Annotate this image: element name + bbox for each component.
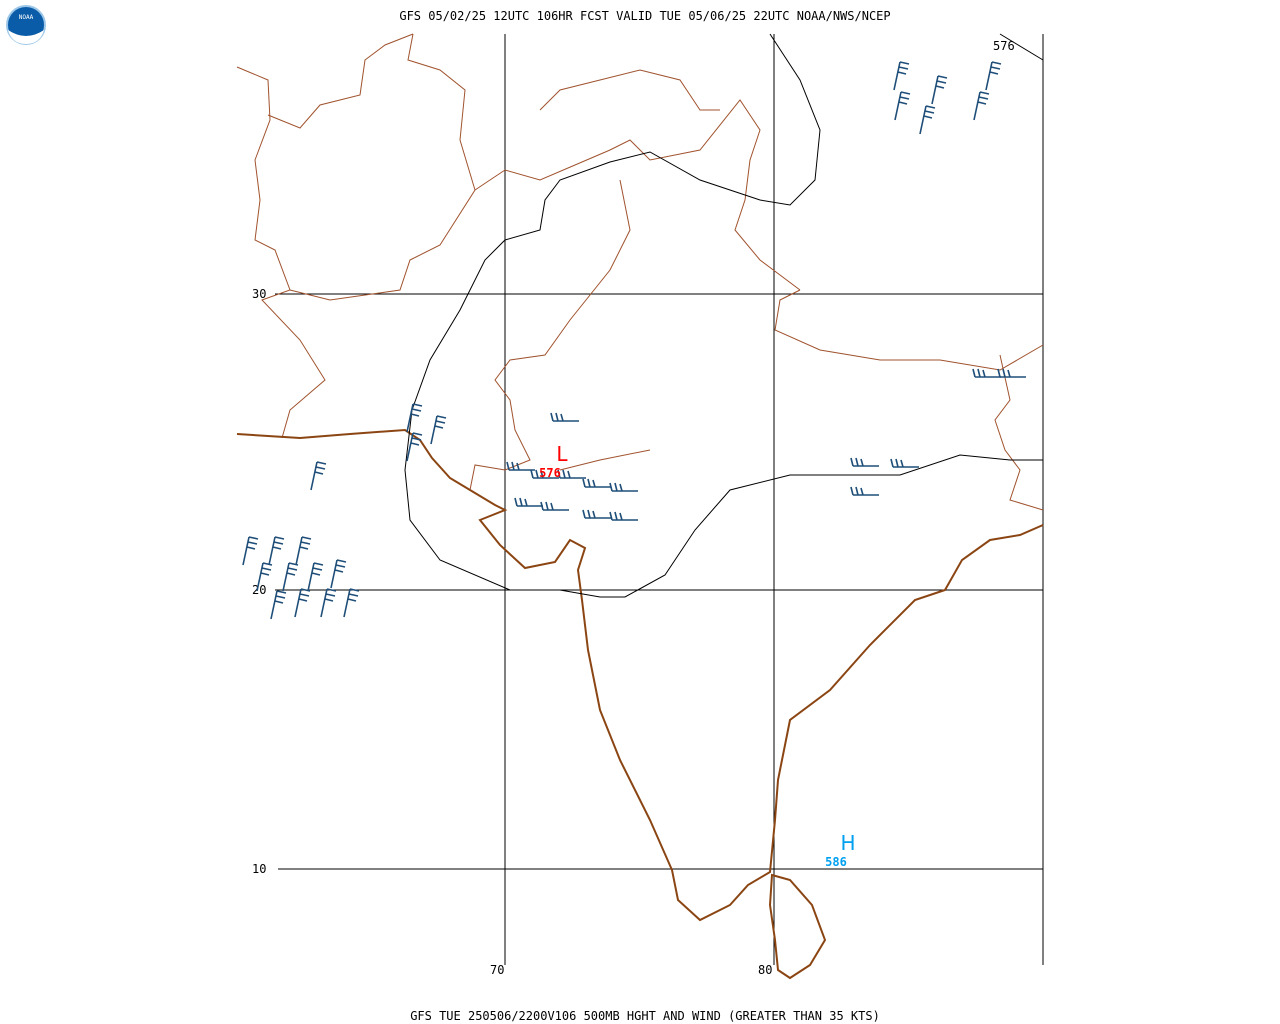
height-contours — [404, 33, 1044, 598]
logo-text: NOAA — [19, 14, 34, 21]
low-symbol: L — [556, 442, 568, 466]
lon-label: 80 — [758, 963, 772, 977]
coastline — [236, 428, 1044, 980]
contour-label: 576 — [993, 39, 1015, 53]
lat-label: 20 — [252, 583, 266, 597]
high-symbol: H — [840, 831, 855, 855]
noaa-logo: NOAA — [6, 5, 46, 45]
footer-caption: GFS TUE 250506/2200V106 500MB HGHT AND W… — [410, 1009, 880, 1023]
lat-label: 30 — [252, 287, 266, 301]
high-value: 586 — [825, 855, 847, 869]
borders — [236, 33, 1044, 511]
lat-label: 10 — [252, 862, 266, 876]
wind-barbs — [242, 61, 1027, 620]
header-title: GFS 05/02/25 12UTC 106HR FCST VALID TUE … — [399, 9, 890, 23]
low-value: 576 — [539, 466, 561, 480]
grid — [275, 34, 1044, 965]
lon-label: 70 — [490, 963, 504, 977]
